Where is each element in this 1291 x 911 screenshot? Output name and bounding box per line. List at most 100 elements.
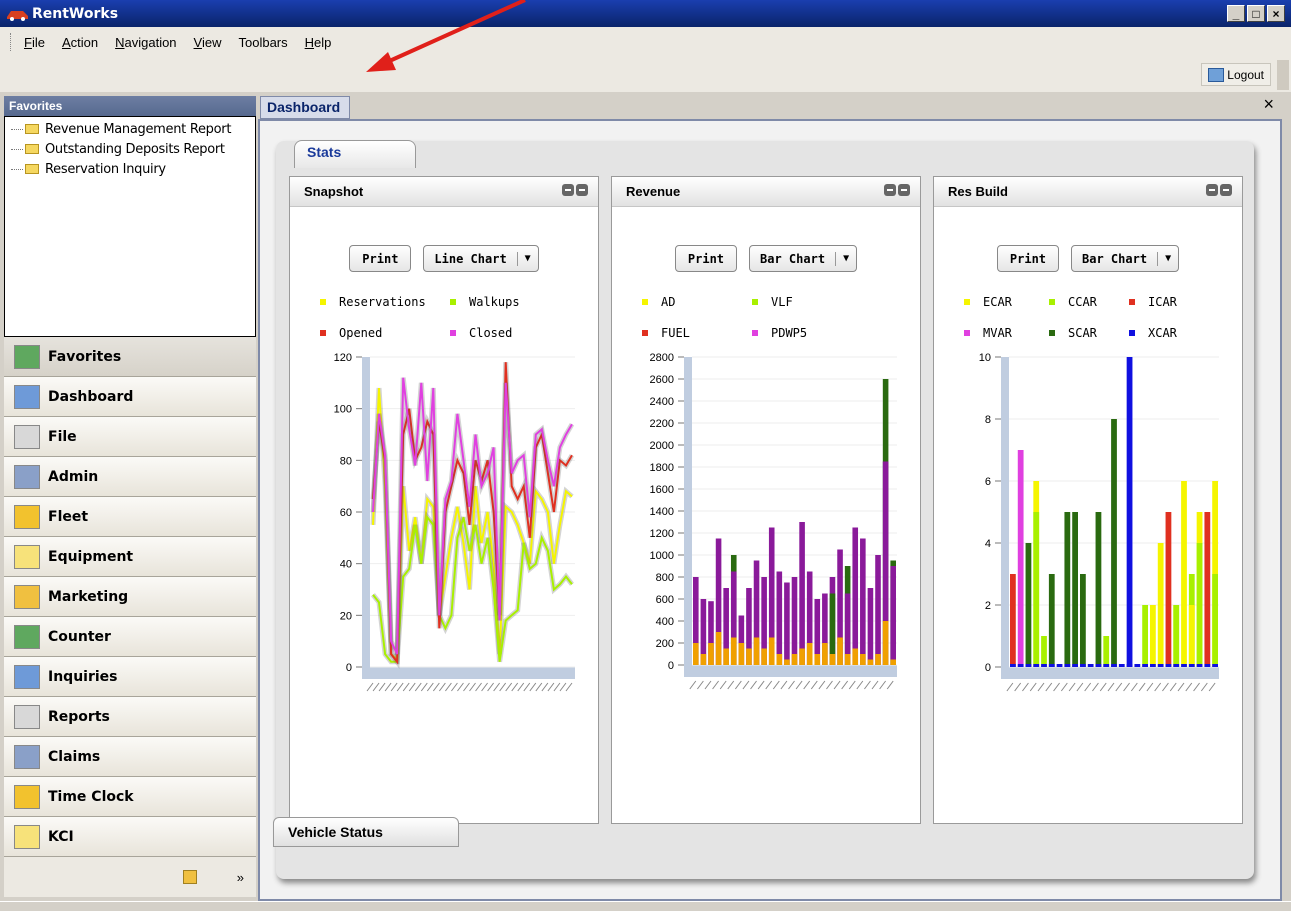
bar xyxy=(860,654,866,665)
legend-item[interactable]: CCAR xyxy=(1049,295,1097,309)
nav-item-dashboard[interactable]: Dashboard xyxy=(4,377,256,417)
restore-card-icon[interactable] xyxy=(898,184,910,196)
menu-file[interactable]: File xyxy=(24,34,45,50)
legend-item[interactable]: PDWP5 xyxy=(752,326,807,340)
nav-chevron-button[interactable]: » xyxy=(236,869,244,885)
nav-item-label: Dashboard xyxy=(48,388,134,405)
x-tick-label xyxy=(879,680,887,690)
chart-card-res-build: Res Build Print Bar Chart ▼ ECAR CCAR ICAR MVAR… xyxy=(933,176,1243,824)
nav-item-counter[interactable]: Counter xyxy=(4,617,256,657)
menu-view[interactable]: View xyxy=(193,34,222,50)
legend-item[interactable]: Opened xyxy=(320,326,382,340)
tick-label: 2200 xyxy=(650,418,674,430)
nav-item-time-clock[interactable]: Time Clock xyxy=(4,777,256,817)
menu-help[interactable]: Help xyxy=(304,34,332,50)
tick-label: 20 xyxy=(340,610,352,622)
maximize-button[interactable]: □ xyxy=(1247,5,1265,22)
bar-base xyxy=(1196,664,1203,667)
bar xyxy=(1212,574,1218,667)
legend-item[interactable]: Closed xyxy=(450,326,512,340)
restore-card-icon[interactable] xyxy=(576,184,588,196)
logout-button[interactable]: Logout xyxy=(1201,63,1271,86)
bar xyxy=(768,637,775,665)
nav-item-kci[interactable]: KCI xyxy=(4,817,256,857)
legend-item[interactable]: ICAR xyxy=(1129,295,1177,309)
tick-label: 4 xyxy=(985,538,991,550)
legend-item[interactable]: ECAR xyxy=(964,295,1012,309)
x-tick-label xyxy=(565,682,573,692)
legend-item[interactable]: VLF xyxy=(752,295,793,309)
bar-base xyxy=(1056,664,1063,667)
close-tab-button[interactable]: × xyxy=(1263,94,1274,114)
bar xyxy=(814,599,821,665)
report-folder-icon xyxy=(25,124,39,134)
nav-config-icon[interactable] xyxy=(182,870,197,884)
tick-label: 1800 xyxy=(650,462,674,474)
legend-item[interactable]: XCAR xyxy=(1129,326,1177,340)
x-tick-label xyxy=(864,680,871,690)
bar xyxy=(1041,636,1047,667)
chart-type-select[interactable]: Line Chart ▼ xyxy=(423,245,539,272)
print-button[interactable]: Print xyxy=(674,245,738,272)
x-tick-label xyxy=(1022,682,1029,692)
chart-card-snapshot: Snapshot Print Line Chart ▼ Reservations Walk… xyxy=(289,176,599,824)
x-tick-label xyxy=(511,682,519,692)
vehicle-status-panel[interactable]: Vehicle Status xyxy=(273,817,459,847)
legend-item[interactable]: Walkups xyxy=(450,295,520,309)
restore-card-icon[interactable] xyxy=(1220,184,1232,196)
minimize-card-icon[interactable] xyxy=(1206,184,1218,196)
x-tick-label xyxy=(547,682,555,692)
menu-navigation[interactable]: Navigation xyxy=(115,34,177,50)
bar xyxy=(837,637,843,665)
nav-item-equipment[interactable]: Equipment xyxy=(4,537,256,577)
menu-toolbars[interactable]: Toolbars xyxy=(238,34,288,50)
minimize-button[interactable]: _ xyxy=(1227,5,1245,22)
print-button[interactable]: Print xyxy=(349,245,412,272)
nav-item-claims[interactable]: Claims xyxy=(4,737,256,777)
tab-dashboard[interactable]: Dashboard xyxy=(260,96,350,119)
nav-item-reports[interactable]: Reports xyxy=(4,697,256,737)
nav-item-fleet[interactable]: Fleet xyxy=(4,497,256,537)
bar xyxy=(738,615,745,665)
legend-swatch xyxy=(642,299,648,305)
print-button[interactable]: Print xyxy=(996,245,1060,272)
bar xyxy=(693,577,699,665)
checklist-icon xyxy=(14,424,40,449)
bar-base xyxy=(1111,664,1117,667)
minimize-card-icon[interactable] xyxy=(562,184,574,196)
favorite-item[interactable]: Revenue Management Report xyxy=(11,119,249,139)
chart-type-select[interactable]: Bar Chart ▼ xyxy=(749,245,858,272)
nav-item-admin[interactable]: Admin xyxy=(4,457,256,497)
legend-swatch xyxy=(1049,330,1055,336)
nav-item-favorites[interactable]: Favorites xyxy=(4,337,256,377)
x-tick-label xyxy=(523,682,531,692)
bar-base xyxy=(1025,664,1032,667)
legend-item[interactable]: MVAR xyxy=(964,326,1012,340)
menu-action[interactable]: Action xyxy=(61,34,99,50)
close-window-button[interactable]: × xyxy=(1267,5,1285,22)
favorite-item[interactable]: Outstanding Deposits Report xyxy=(11,139,249,159)
tick-label: 2000 xyxy=(650,440,674,452)
legend-item[interactable]: Reservations xyxy=(320,295,426,309)
bar-base xyxy=(1142,664,1148,667)
bar xyxy=(776,571,783,665)
x-tick-label xyxy=(803,680,811,690)
chart-type-select[interactable]: Bar Chart ▼ xyxy=(1071,245,1180,272)
nav-item-marketing[interactable]: Marketing xyxy=(4,577,256,617)
tab-stats[interactable]: Stats xyxy=(294,140,416,168)
legend-item[interactable]: AD xyxy=(642,295,675,309)
nav-item-inquiries[interactable]: Inquiries xyxy=(4,657,256,697)
legend-item[interactable]: FUEL xyxy=(642,326,690,340)
favorite-item[interactable]: Reservation Inquiry xyxy=(11,159,249,179)
x-tick-label xyxy=(444,682,452,692)
legend-item[interactable]: SCAR xyxy=(1049,326,1097,340)
nav-item-label: Counter xyxy=(48,628,111,645)
dropdown-arrow-icon: ▼ xyxy=(1165,253,1172,264)
toolbar-overflow[interactable] xyxy=(1277,60,1289,90)
menu-grip[interactable] xyxy=(10,33,14,51)
bar xyxy=(875,654,881,665)
nav-item-file[interactable]: File xyxy=(4,417,256,457)
bar xyxy=(1064,512,1071,667)
minimize-card-icon[interactable] xyxy=(884,184,896,196)
tick-label: 2 xyxy=(985,600,991,612)
